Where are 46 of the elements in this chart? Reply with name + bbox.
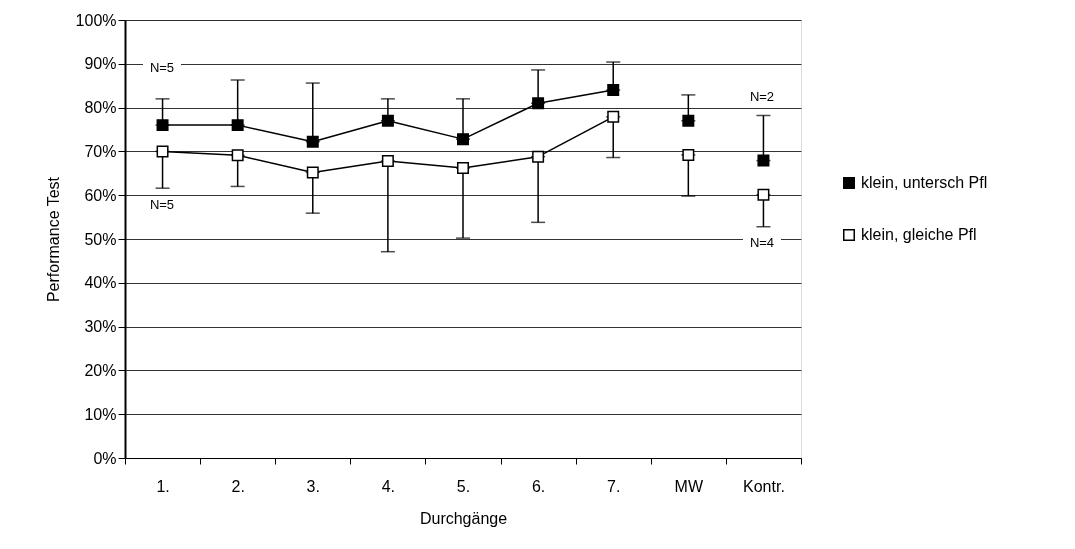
x-tick-label: 4. <box>381 477 396 495</box>
point <box>607 84 620 97</box>
annotation: N=5 <box>149 197 175 212</box>
x-tick-label: 7. <box>607 477 621 495</box>
point <box>381 114 394 127</box>
y-tick-label: 0% <box>93 449 117 467</box>
point <box>757 154 770 167</box>
x-tick-label: 3. <box>306 477 320 495</box>
point <box>231 149 244 162</box>
legend-label: klein, untersch Pfl <box>861 174 988 191</box>
point <box>682 148 695 161</box>
x-tick-label: 1. <box>156 477 170 495</box>
y-tick-label: 10% <box>84 405 117 423</box>
x-tick-label: Kontr. <box>743 477 785 495</box>
point <box>156 119 169 132</box>
y-tick-label: 70% <box>84 142 117 160</box>
x-axis-title: Durchgänge <box>419 509 508 527</box>
annotation: N=5 <box>149 60 175 75</box>
y-tick-label: 100% <box>75 11 117 29</box>
y-axis-title: Performance Test <box>44 176 62 303</box>
y-tick-label: 40% <box>84 274 117 292</box>
y-tick-label: 20% <box>84 361 117 379</box>
point <box>306 166 319 179</box>
point <box>457 133 469 146</box>
point <box>532 97 545 110</box>
point <box>757 188 770 201</box>
y-tick-label: 50% <box>84 230 117 248</box>
point <box>532 150 545 163</box>
point <box>607 110 620 123</box>
point <box>457 162 469 175</box>
y-tick-label: 30% <box>84 318 117 336</box>
y-tick-label: 60% <box>84 186 117 204</box>
x-tick-label: 5. <box>456 477 471 495</box>
point <box>381 155 394 168</box>
point <box>682 114 695 127</box>
point <box>306 135 319 148</box>
x-tick-label: 2. <box>231 477 245 495</box>
y-tick-label: 80% <box>84 99 117 117</box>
y-tick-label: 90% <box>84 55 117 73</box>
x-tick-label: MW <box>674 477 704 495</box>
point <box>231 119 244 132</box>
x-tick-label: 6. <box>531 477 546 495</box>
annotation: N=2 <box>749 89 775 104</box>
point <box>156 145 169 158</box>
annotation: N=4 <box>749 235 775 250</box>
legend-label: klein, gleiche Pfl <box>861 226 977 243</box>
